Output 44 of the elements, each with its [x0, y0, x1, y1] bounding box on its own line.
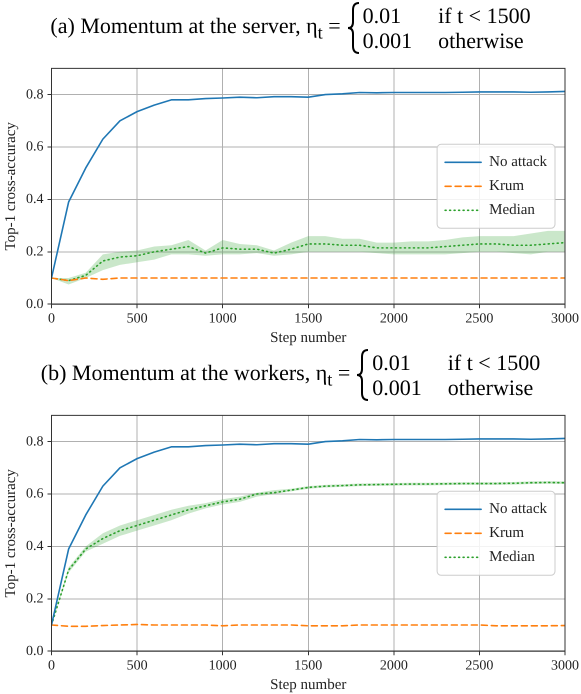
x-tick-label: 0: [48, 311, 55, 326]
x-tick-label: 1500: [294, 658, 322, 674]
text: otherwise: [438, 28, 525, 53]
y-tick-label: 0.0: [26, 296, 44, 312]
y-tick-label: 0.2: [26, 591, 44, 606]
text: if t < 1500: [438, 3, 531, 28]
x-tick-label: 2500: [465, 658, 494, 674]
x-tick-label: 3000: [551, 311, 579, 326]
x-axis-title: Step number: [270, 330, 346, 346]
legend-label: No attack: [489, 154, 548, 170]
y-axis-title: Top-1 cross-accuracy: [2, 122, 19, 251]
x-tick-label: 500: [126, 311, 148, 326]
x-tick-label: 1500: [294, 311, 322, 326]
y-tick-label: 0.0: [26, 644, 44, 659]
text: otherwise: [448, 375, 534, 400]
x-tick-label: 500: [126, 658, 148, 674]
y-tick-label: 0.4: [26, 539, 44, 554]
y-tick-label: 0.2: [26, 244, 44, 260]
y-tick-label: 0.4: [26, 192, 44, 208]
y-tick-label: 0.6: [26, 140, 44, 155]
x-tick-label: 2500: [465, 311, 494, 326]
x-tick-label: 2000: [380, 658, 408, 674]
legend-label: Median: [489, 549, 536, 566]
legend-label: No attack: [489, 501, 548, 518]
text: if t < 1500: [448, 350, 540, 375]
text: 0.01: [372, 350, 412, 375]
x-tick-label: 1000: [208, 311, 237, 326]
legend-label: Median: [489, 202, 536, 218]
y-tick-label: 0.8: [26, 434, 44, 450]
x-tick-label: 0: [48, 658, 55, 674]
y-axis-title: Top-1 cross-accuracy: [2, 468, 19, 598]
text: 0.01: [362, 3, 402, 28]
y-tick-label: 0.6: [26, 486, 44, 502]
x-tick-label: 1000: [208, 658, 237, 674]
legend-label: Krum: [489, 178, 524, 194]
text: 0.001: [362, 28, 412, 53]
x-tick-label: 3000: [551, 658, 579, 674]
x-tick-label: 2000: [380, 311, 408, 326]
text: 0.001: [372, 375, 422, 400]
chart-title: (b) Momentum at the workers, η$_{t}$ =: [40, 360, 350, 390]
y-tick-label: 0.8: [26, 87, 44, 102]
x-axis-title: Step number: [270, 676, 346, 693]
chart-title: (a) Momentum at the server, η$_{t}$ =: [50, 12, 341, 44]
legend-label: Krum: [489, 525, 524, 542]
